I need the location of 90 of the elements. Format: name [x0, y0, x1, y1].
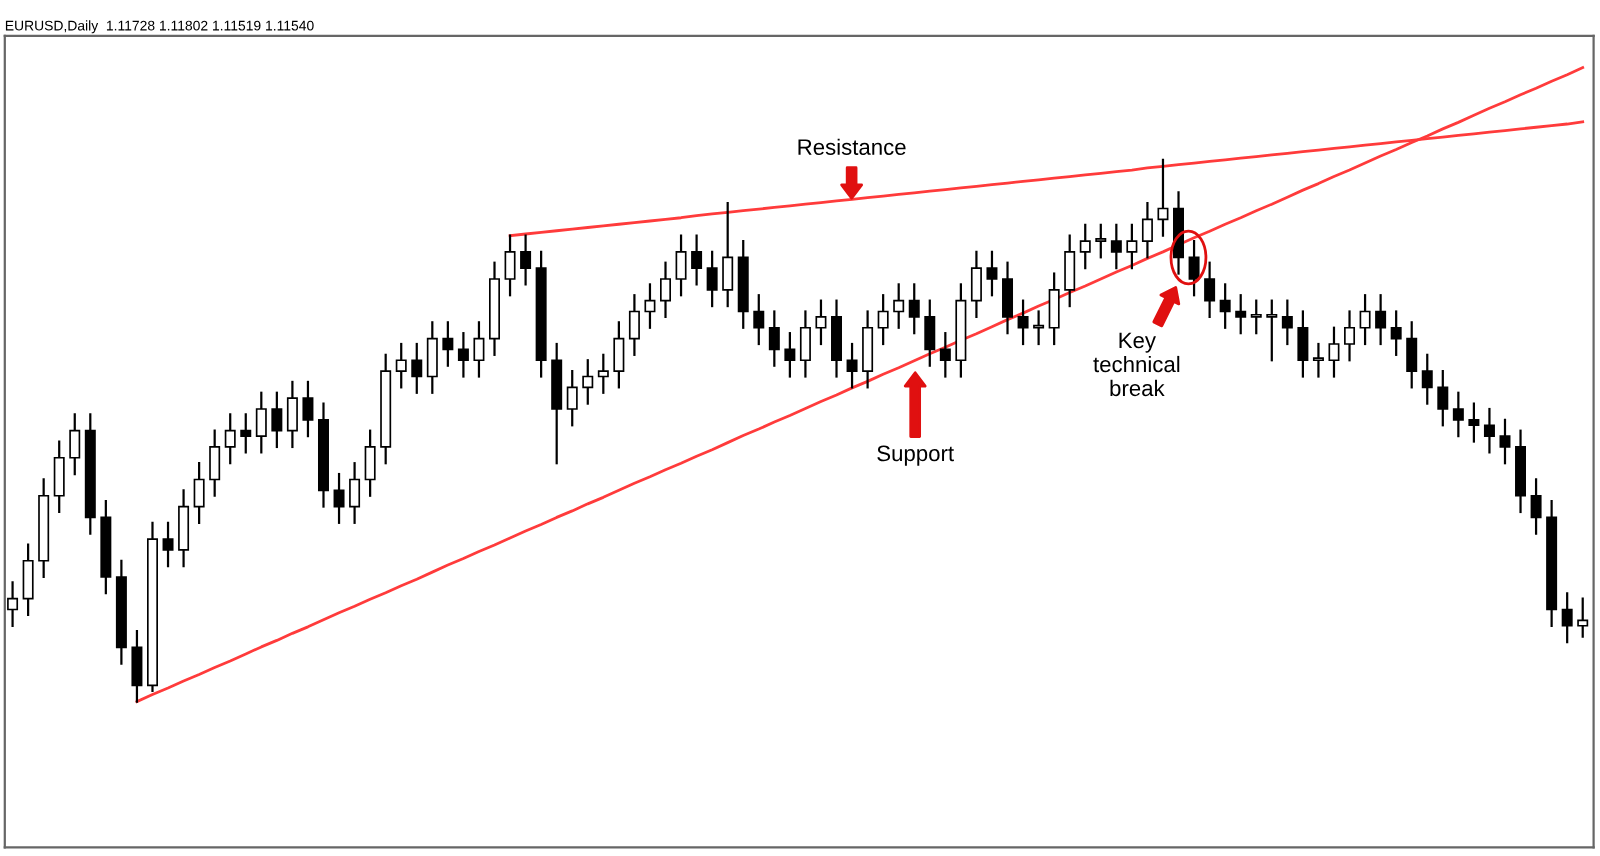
candlestick [1266, 299, 1278, 362]
candlestick [286, 380, 298, 449]
candlestick [831, 299, 843, 378]
candlestick [1110, 223, 1122, 270]
candlestick [1359, 294, 1371, 346]
annotation: Key technical break [1093, 332, 1180, 397]
candlestick [1452, 391, 1464, 438]
candlestick [1219, 283, 1231, 329]
candlestick [162, 521, 174, 568]
candlestick [815, 299, 827, 346]
candlestick [504, 234, 516, 297]
candlestick [1375, 294, 1387, 346]
candlestick [628, 294, 640, 356]
candlestick [1048, 272, 1060, 346]
candlestick [582, 359, 594, 405]
candlestick [178, 489, 190, 568]
candlestick [1437, 369, 1449, 427]
candlestick [846, 342, 858, 389]
candlestick [970, 250, 982, 319]
candlestick [426, 321, 438, 394]
candlestick [22, 543, 34, 617]
candlestick [1064, 234, 1076, 308]
candlestick [722, 202, 734, 308]
candlestick [1126, 223, 1138, 270]
candlestick [53, 440, 65, 514]
candlestick [675, 234, 687, 297]
candlestick [349, 462, 361, 524]
candlestick [893, 283, 905, 329]
candlestick [1204, 261, 1216, 319]
candlestick [799, 310, 811, 378]
candlestick [1421, 353, 1433, 405]
candlestick [193, 462, 205, 524]
candlestick [1390, 310, 1402, 356]
candlestick [660, 261, 672, 319]
candlestick [1002, 261, 1014, 335]
candlestick [768, 310, 780, 367]
candlestick [69, 413, 81, 476]
candlestick [442, 321, 454, 367]
candlestick [1312, 342, 1324, 378]
candlestick [1344, 310, 1356, 362]
candlestick [520, 234, 532, 286]
candlestick [597, 353, 609, 394]
candlestick [1250, 299, 1262, 335]
candlestick [7, 581, 19, 627]
candlestick [364, 429, 376, 497]
candlestick [1328, 326, 1340, 378]
candlestick [1079, 223, 1091, 270]
candlestick [566, 369, 578, 427]
text: Resistance [798, 138, 906, 155]
candlestick [644, 283, 656, 329]
candlestick [862, 310, 874, 389]
candlestick [1235, 294, 1247, 335]
candlestick [1406, 321, 1418, 389]
candlestick [1188, 239, 1200, 297]
candlestick [1017, 299, 1029, 346]
candlestick [209, 429, 221, 497]
candlestick [473, 321, 485, 378]
candlestick [1577, 597, 1589, 638]
candlestick [1281, 299, 1293, 346]
candlestick [1483, 407, 1495, 454]
candlestick [1499, 418, 1511, 465]
candlestick [877, 294, 889, 346]
candlestick [457, 332, 469, 378]
candlestick [131, 630, 143, 703]
candlestick [784, 332, 796, 378]
candlestick [691, 234, 703, 286]
candlestick [613, 321, 625, 389]
candlestick [224, 413, 236, 465]
candlestick [939, 332, 951, 378]
candlestick [411, 342, 423, 394]
candlestick [924, 299, 936, 367]
candlestick [1141, 202, 1153, 259]
candlestick [1297, 310, 1309, 378]
candlestick [395, 342, 407, 389]
candlestick [271, 391, 283, 449]
candlestick [1530, 478, 1542, 535]
candlestick [1561, 592, 1573, 644]
candlestick [1033, 310, 1045, 346]
candlestick [1157, 158, 1169, 237]
candlestick [753, 294, 765, 346]
candlestick [706, 250, 718, 308]
candlestick [255, 391, 267, 454]
candlestick [333, 472, 345, 524]
annotation: Support [877, 445, 954, 466]
candlestick [240, 413, 252, 454]
candlestick [908, 283, 920, 335]
candlestick [1468, 402, 1480, 443]
candlestick [986, 250, 998, 297]
candlestick [1095, 223, 1107, 259]
candlestick [302, 380, 314, 438]
